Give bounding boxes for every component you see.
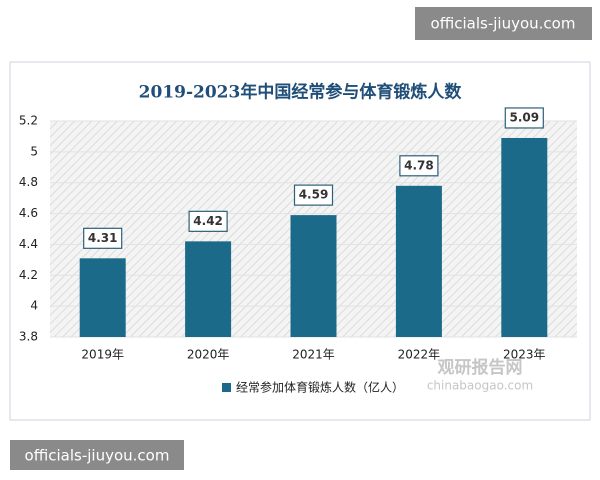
x-tick-label: 2021年 <box>292 348 335 362</box>
value-label-box <box>504 107 544 129</box>
bar <box>79 258 126 337</box>
y-tick-label: 5 <box>30 144 38 158</box>
value-label-box <box>188 210 228 232</box>
y-tick-label: 5.2 <box>19 114 38 128</box>
y-tick-label: 4.2 <box>19 268 38 282</box>
legend-marker <box>222 383 231 392</box>
value-label-box <box>399 155 439 177</box>
bar <box>501 137 548 337</box>
value-label: 4.59 <box>299 188 329 202</box>
y-tick-label: 4.8 <box>19 175 38 189</box>
watermark: officials-jiuyou.com <box>431 15 576 33</box>
value-label-box <box>293 184 334 206</box>
bar <box>395 185 442 337</box>
x-tick-label: 2020年 <box>187 348 230 362</box>
value-label: 4.42 <box>193 214 223 228</box>
value-label-box <box>83 227 123 249</box>
y-tick-label: 4.4 <box>19 237 38 251</box>
chart-title: 2019-2023年中国经常参与体育锻炼人数 <box>139 82 463 103</box>
bar <box>185 241 232 337</box>
logo-name: 观研报告网 <box>437 357 523 378</box>
bar <box>290 215 337 337</box>
logo-site: chinabaogao.com <box>427 379 533 393</box>
y-tick-label: 4.6 <box>19 206 38 220</box>
x-tick-label: 2022年 <box>398 348 441 362</box>
watermark-box <box>415 7 592 40</box>
value-label: 4.78 <box>404 158 434 172</box>
y-tick-label: 4 <box>30 299 38 313</box>
x-tick-label: 2019年 <box>81 348 124 362</box>
value-label: 5.09 <box>509 110 539 124</box>
value-label: 4.31 <box>88 231 118 245</box>
legend-label: 经常参加体育锻炼人数（亿人） <box>236 380 404 395</box>
x-tick-label: 2023年 <box>503 348 546 362</box>
watermark: officials-jiuyou.com <box>25 447 170 465</box>
watermark-box <box>10 440 184 470</box>
y-tick-label: 3.8 <box>19 330 38 344</box>
